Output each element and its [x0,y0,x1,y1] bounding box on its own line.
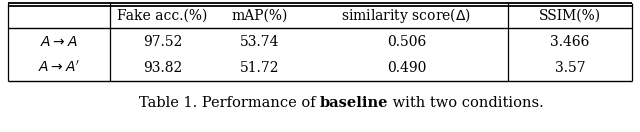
Text: 93.82: 93.82 [143,60,182,74]
Text: 51.72: 51.72 [240,60,280,74]
Text: $A \rightarrow A'$: $A \rightarrow A'$ [38,60,80,75]
Text: SSIM(%): SSIM(%) [539,9,601,23]
Text: baseline: baseline [320,96,388,110]
Text: 53.74: 53.74 [240,34,280,48]
Text: similarity score($\Delta$): similarity score($\Delta$) [342,6,472,25]
Text: Fake acc.(%): Fake acc.(%) [117,9,208,23]
Text: 0.506: 0.506 [387,34,426,48]
Text: with two conditions.: with two conditions. [388,96,544,110]
Text: Table 1. Performance of: Table 1. Performance of [139,96,320,110]
Text: 97.52: 97.52 [143,34,182,48]
Text: $A \rightarrow A$: $A \rightarrow A$ [40,34,78,48]
Text: 3.57: 3.57 [555,60,586,74]
Text: 3.466: 3.466 [550,34,589,48]
Text: mAP(%): mAP(%) [232,9,288,23]
Text: 0.490: 0.490 [387,60,426,74]
